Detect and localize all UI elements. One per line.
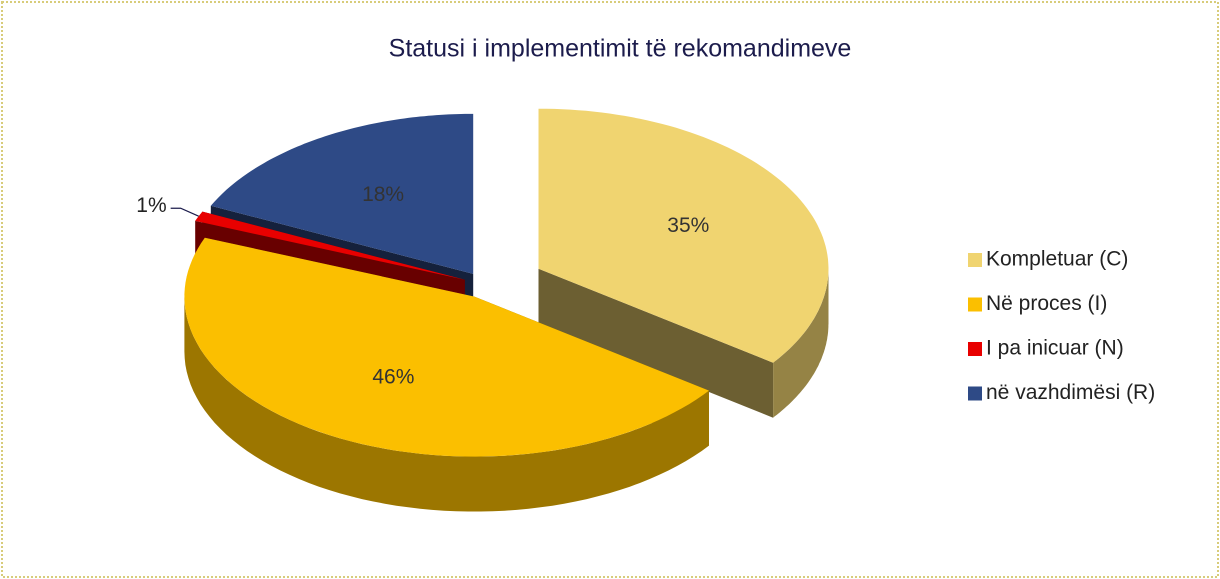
pie-slice [184, 237, 709, 512]
legend-label: Kompletuar (C) [986, 248, 1128, 271]
slice-top [195, 211, 465, 280]
leader-line [170, 207, 199, 217]
legend-swatch [968, 297, 982, 312]
legend-label: I pa inicuar (N) [986, 337, 1124, 360]
data-label: 35% [667, 214, 709, 237]
pie-slice [538, 108, 829, 418]
legend-label: Në proces (I) [986, 292, 1107, 315]
legend-swatch [968, 386, 982, 401]
legend-swatch [968, 342, 982, 356]
chart-title: Statusi i implementimit të rekomandimeve [389, 35, 852, 63]
legend-swatch [968, 253, 982, 267]
legend-label: në vazhdimësi (R) [986, 381, 1155, 404]
slice-wall [184, 296, 709, 512]
slice-top [184, 237, 709, 457]
slice-wall [773, 268, 829, 418]
data-label: 18% [362, 183, 404, 206]
data-label: 1% [136, 194, 166, 217]
slice-side [538, 268, 774, 418]
slice-top [538, 108, 829, 363]
slice-top [210, 113, 474, 274]
data-label: 46% [372, 365, 414, 388]
